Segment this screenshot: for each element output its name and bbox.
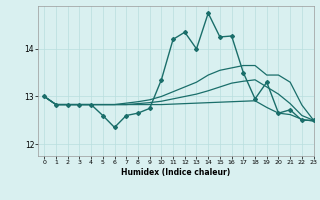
X-axis label: Humidex (Indice chaleur): Humidex (Indice chaleur) — [121, 168, 231, 177]
